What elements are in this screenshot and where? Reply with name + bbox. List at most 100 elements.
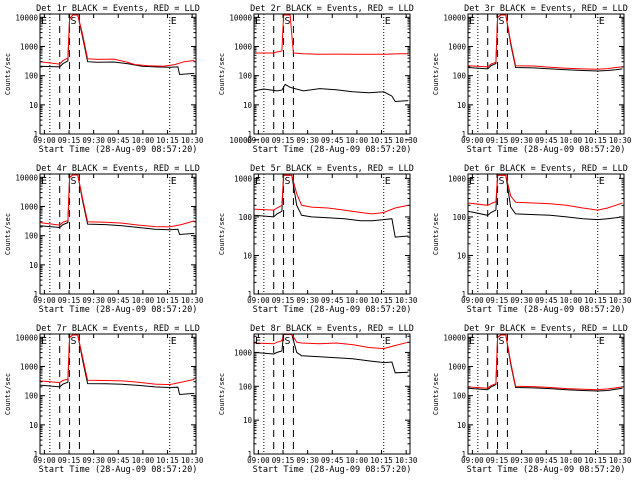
events-series-line	[40, 334, 195, 396]
x-tick-label: 09:30	[296, 296, 319, 305]
events-series-line	[254, 174, 409, 238]
marker-label-e: E	[385, 176, 391, 187]
y-tick-label: 1	[247, 290, 252, 299]
marker-label-e: E	[41, 16, 47, 27]
x-tick-label: 09:30	[296, 456, 319, 465]
lld-series-line	[40, 14, 195, 67]
marker-label-s: S	[285, 336, 291, 347]
lld-series-line	[468, 334, 623, 391]
x-tick-label: 10:15	[156, 136, 179, 145]
x-tick-label: 09:00	[33, 136, 56, 145]
y-tick-label: 100	[238, 72, 252, 81]
marker-label-e: E	[41, 176, 47, 187]
y-tick-label: 100	[24, 232, 38, 241]
x-tick-label: 10:15	[584, 296, 607, 305]
y-tick-label: 1000	[448, 174, 467, 183]
y-tick-label: 100	[238, 382, 252, 391]
x-tick-label: 09:00	[247, 296, 270, 305]
x-axis-label: Start Time (28-Aug-09 08:57:20)	[467, 305, 626, 315]
x-tick-label: 09:00	[33, 456, 56, 465]
marker-label-e: E	[255, 336, 261, 347]
y-tick-label: 10000	[443, 333, 466, 342]
y-tick-label: 1	[33, 130, 38, 139]
x-tick-label: 10:15	[584, 136, 607, 145]
y-tick-label: 100	[452, 392, 466, 401]
x-tick-label: 10:00	[560, 456, 583, 465]
y-tick-label: 1000	[234, 348, 253, 357]
marker-label-e: E	[385, 16, 391, 27]
y-axis-label: Counts/sec	[432, 213, 440, 255]
x-axis-label: Start Time (28-Aug-09 08:57:20)	[253, 145, 412, 155]
plot-frame	[253, 173, 411, 295]
panel-det-4: Det 4r BLACK = Events, RED = LLD E S E 09:00…	[4, 164, 204, 315]
x-tick-label: 09:30	[82, 456, 105, 465]
x-tick-label: 10:15	[370, 456, 393, 465]
y-tick-label: 1	[247, 450, 252, 459]
marker-label-e: E	[41, 336, 47, 347]
marker-label-e: E	[469, 176, 475, 187]
x-axis-label: Start Time (28-Aug-09 08:57:20)	[253, 305, 412, 315]
y-tick-label: 1000	[20, 42, 39, 51]
x-axis-label: Start Time (28-Aug-09 08:57:20)	[39, 465, 198, 475]
lld-series-line	[254, 14, 409, 55]
x-tick-label: 09:45	[321, 456, 344, 465]
panel-title: Det 9r BLACK = Events, RED = LLD	[464, 324, 628, 334]
marker-label-e: E	[599, 176, 605, 187]
y-tick-label: 1	[461, 290, 466, 299]
panel-det-5: Det 5r BLACK = Events, RED = LLD E S E 09:00…	[218, 136, 418, 315]
x-tick-label: 09:30	[82, 296, 105, 305]
x-tick-label: 10:30	[181, 136, 204, 145]
x-tick-label: 10:00	[560, 136, 583, 145]
events-series-line	[468, 174, 623, 221]
marker-label-s: S	[71, 176, 77, 187]
panel-det-2: Det 2r BLACK = Events, RED = LLD E S E 09:00…	[218, 4, 418, 155]
x-tick-label: 10:15	[584, 456, 607, 465]
y-axis-label: Counts/sec	[4, 53, 12, 95]
x-tick-label: 09:15	[272, 136, 295, 145]
y-tick-label: 1000	[234, 42, 253, 51]
x-tick-label: 09:45	[321, 136, 344, 145]
marker-label-e: E	[599, 16, 605, 27]
y-tick-label: 1	[33, 450, 38, 459]
x-axis-label: Start Time (28-Aug-09 08:57:20)	[467, 465, 626, 475]
y-tick-label: 100	[238, 213, 252, 222]
x-tick-label: 10:00	[346, 456, 369, 465]
marker-label-s: S	[285, 16, 291, 27]
x-tick-label: 09:15	[486, 456, 509, 465]
y-tick-label: 10000	[15, 173, 38, 182]
x-tick-label: 10:00	[560, 296, 583, 305]
x-tick-label: 09:15	[272, 456, 295, 465]
y-tick-label: 10000	[229, 136, 252, 145]
events-series-line	[40, 14, 195, 76]
panel-det-9: Det 9r BLACK = Events, RED = LLD E S E 09:00…	[432, 324, 632, 475]
plot-frame	[467, 173, 625, 295]
y-axis-label: Counts/sec	[218, 53, 226, 95]
marker-label-e: E	[469, 16, 475, 27]
events-series-line	[254, 334, 409, 374]
x-tick-label: 10:15	[156, 296, 179, 305]
x-axis-label: Start Time (28-Aug-09 08:57:20)	[253, 465, 412, 475]
marker-label-e: E	[171, 336, 177, 347]
x-tick-label: 10:30	[395, 296, 418, 305]
y-tick-label: 1000	[448, 42, 467, 51]
panel-det-8: Det 8r BLACK = Events, RED = LLD E S E 09:00…	[218, 324, 418, 475]
x-tick-label: 09:30	[510, 456, 533, 465]
x-tick-label: 10:00	[132, 136, 155, 145]
x-tick-label: 09:30	[82, 136, 105, 145]
x-tick-label: 09:00	[33, 296, 56, 305]
marker-label-e: E	[385, 336, 391, 347]
marker-label-e: E	[171, 176, 177, 187]
x-tick-label: 09:30	[510, 296, 533, 305]
y-tick-label: 1	[461, 450, 466, 459]
y-tick-label: 10	[243, 251, 253, 260]
panel-title: Det 4r BLACK = Events, RED = LLD	[36, 164, 200, 174]
x-tick-label: 10:30	[609, 296, 632, 305]
x-tick-label: 09:00	[247, 136, 270, 145]
x-axis-label: Start Time (28-Aug-09 08:57:20)	[39, 305, 198, 315]
x-tick-label: 09:15	[58, 296, 81, 305]
y-axis-label: Counts/sec	[218, 213, 226, 255]
y-axis-label: Counts/sec	[218, 373, 226, 415]
x-tick-label: 09:15	[58, 456, 81, 465]
marker-label-e: E	[255, 176, 261, 187]
x-tick-label: 09:45	[107, 136, 130, 145]
